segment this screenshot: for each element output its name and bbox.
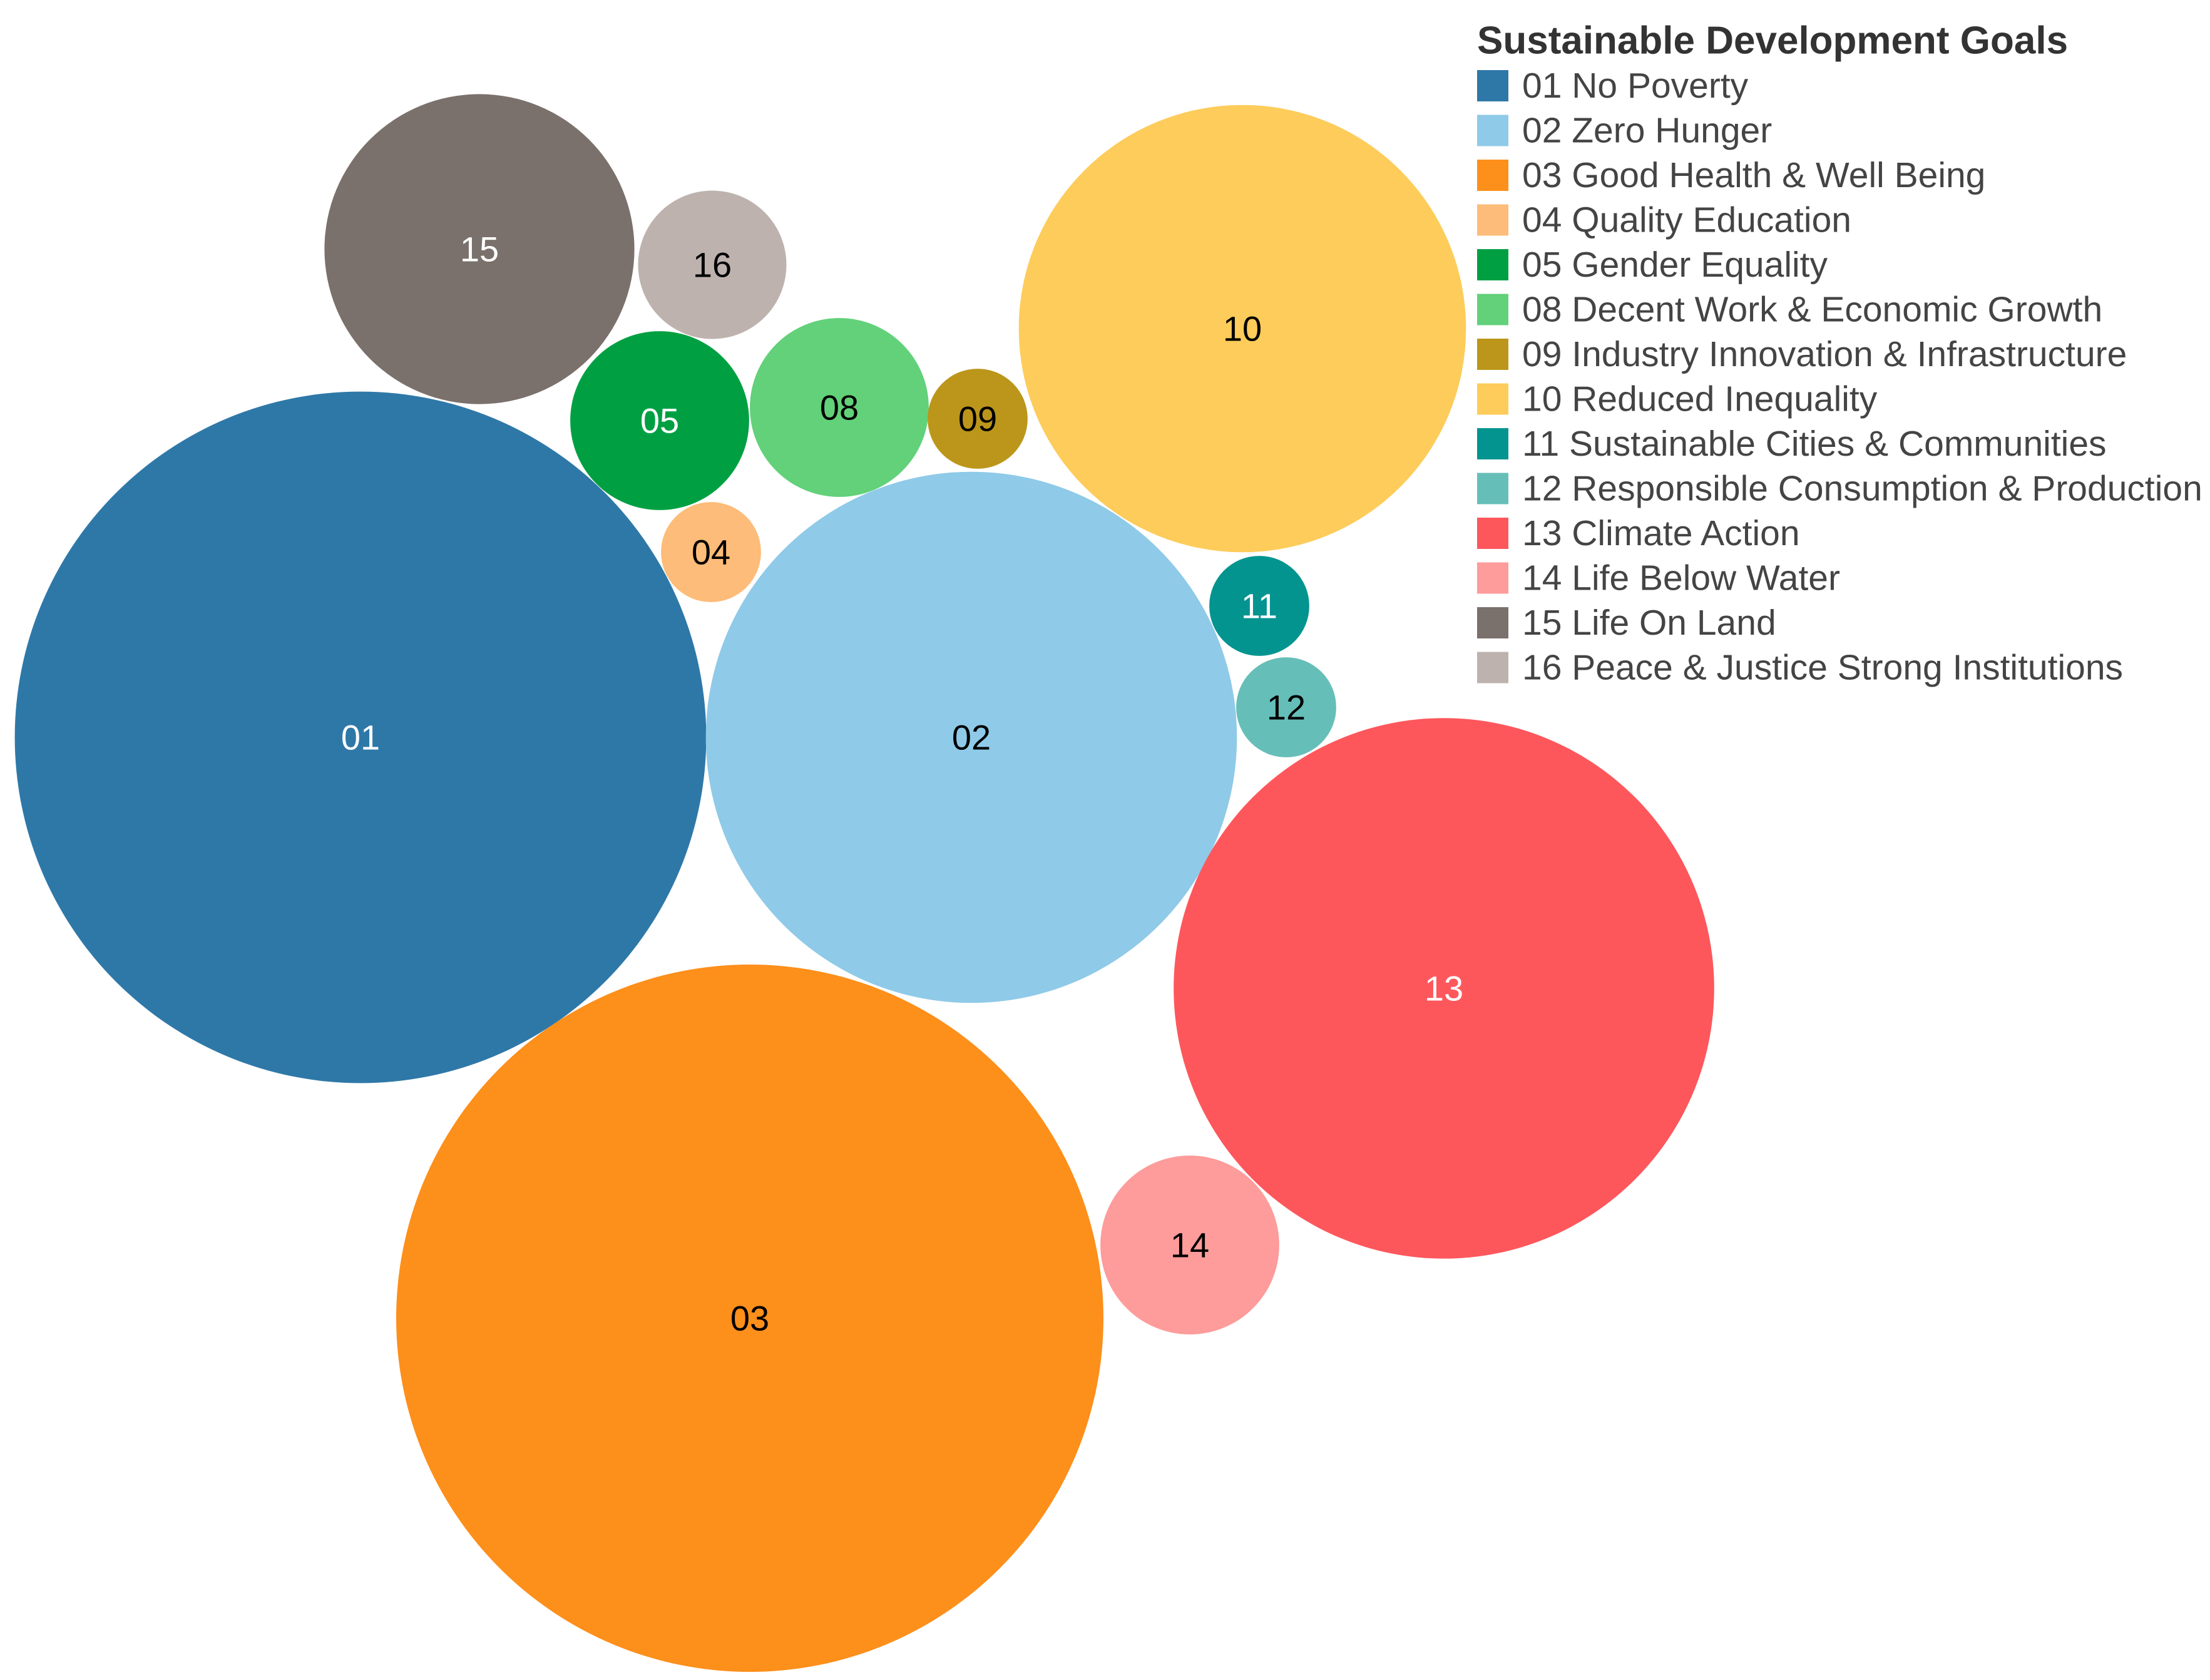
legend-label-03: 03 Good Health & Well Being: [1522, 155, 1985, 195]
bubble-label-05: 05: [640, 401, 679, 441]
bubble-label-08: 08: [820, 388, 859, 428]
bubble-label-14: 14: [1170, 1226, 1209, 1265]
legend-title: Sustainable Development Goals: [1477, 19, 2068, 63]
bubble-08: [750, 318, 929, 497]
legend-item-04: 04 Quality Education: [1477, 200, 1851, 240]
bubble-05: [570, 331, 749, 510]
legend-item-09: 09 Industry Innovation & Infrastructure: [1477, 334, 2127, 374]
legend-label-01: 01 No Poverty: [1522, 66, 1749, 106]
legend-item-16: 16 Peace & Justice Strong Institutions: [1477, 648, 2123, 688]
bubbles-group: 01 02 03 04 05 08 09 10 11 12 13 14 15 16: [14, 94, 1714, 1672]
bubble-label-16: 16: [693, 245, 732, 285]
legend-label-02: 02 Zero Hunger: [1522, 111, 1772, 151]
bubble-09: [928, 369, 1028, 469]
legend-item-08: 08 Decent Work & Economic Growth: [1477, 290, 2102, 330]
bubble-12: [1236, 657, 1336, 757]
legend: Sustainable Development Goals 01 No Pove…: [1477, 19, 2202, 688]
legend-label-04: 04 Quality Education: [1522, 200, 1851, 240]
legend-swatch-16: [1477, 652, 1508, 684]
legend-swatch-02: [1477, 115, 1508, 146]
legend-item-10: 10 Reduced Inequality: [1477, 379, 1878, 419]
legend-label-12: 12 Responsible Consumption & Production: [1522, 469, 2202, 509]
legend-label-08: 08 Decent Work & Economic Growth: [1522, 290, 2102, 330]
legend-item-02: 02 Zero Hunger: [1477, 111, 1772, 151]
legend-swatch-08: [1477, 294, 1508, 325]
bubble-label-02: 02: [952, 718, 991, 757]
bubble-label-10: 10: [1223, 309, 1262, 349]
bubble-10: [1018, 105, 1466, 553]
bubble-14: [1100, 1155, 1279, 1334]
bubble-16: [638, 190, 787, 339]
legend-swatch-15: [1477, 607, 1508, 638]
legend-item-14: 14 Life Below Water: [1477, 558, 1840, 598]
legend-item-05: 05 Gender Equality: [1477, 245, 1828, 285]
legend-item-15: 15 Life On Land: [1477, 603, 1776, 643]
bubble-15: [324, 94, 635, 404]
bubble-label-09: 09: [958, 399, 997, 439]
bubble-label-12: 12: [1267, 688, 1306, 727]
legend-swatch-09: [1477, 339, 1508, 370]
legend-label-16: 16 Peace & Justice Strong Institutions: [1522, 648, 2123, 688]
legend-item-13: 13 Climate Action: [1477, 513, 1800, 553]
bubble-11: [1209, 556, 1309, 656]
legend-swatch-13: [1477, 518, 1508, 549]
legend-swatch-03: [1477, 160, 1508, 191]
legend-label-10: 10 Reduced Inequality: [1522, 379, 1878, 419]
legend-swatch-14: [1477, 562, 1508, 594]
legend-swatch-05: [1477, 249, 1508, 280]
bubble-03: [396, 965, 1103, 1672]
legend-swatch-01: [1477, 70, 1508, 101]
legend-swatch-04: [1477, 204, 1508, 236]
bubble-label-11: 11: [1241, 586, 1277, 626]
legend-swatch-12: [1477, 473, 1508, 505]
legend-label-09: 09 Industry Innovation & Infrastructure: [1522, 334, 2127, 374]
legend-label-14: 14 Life Below Water: [1522, 558, 1840, 598]
bubble-04: [661, 502, 761, 602]
bubble-label-15: 15: [460, 230, 499, 269]
bubble-01: [14, 391, 707, 1083]
bubble-02: [705, 471, 1237, 1003]
bubble-13: [1174, 718, 1714, 1259]
legend-item-12: 12 Responsible Consumption & Production: [1477, 469, 2202, 509]
legend-item-11: 11 Sustainable Cities & Communities: [1477, 424, 2107, 464]
bubble-label-03: 03: [730, 1299, 769, 1338]
bubble-label-04: 04: [692, 533, 730, 572]
legend-label-05: 05 Gender Equality: [1522, 245, 1828, 285]
legend-swatch-10: [1477, 383, 1508, 415]
legend-label-15: 15 Life On Land: [1522, 603, 1776, 643]
legend-item-01: 01 No Poverty: [1477, 66, 1749, 106]
legend-label-13: 13 Climate Action: [1522, 513, 1800, 553]
bubble-label-13: 13: [1425, 969, 1463, 1008]
legend-label-11: 11 Sustainable Cities & Communities: [1522, 424, 2107, 464]
legend-swatch-11: [1477, 428, 1508, 459]
legend-item-03: 03 Good Health & Well Being: [1477, 155, 1985, 195]
bubble-label-01: 01: [341, 718, 380, 757]
